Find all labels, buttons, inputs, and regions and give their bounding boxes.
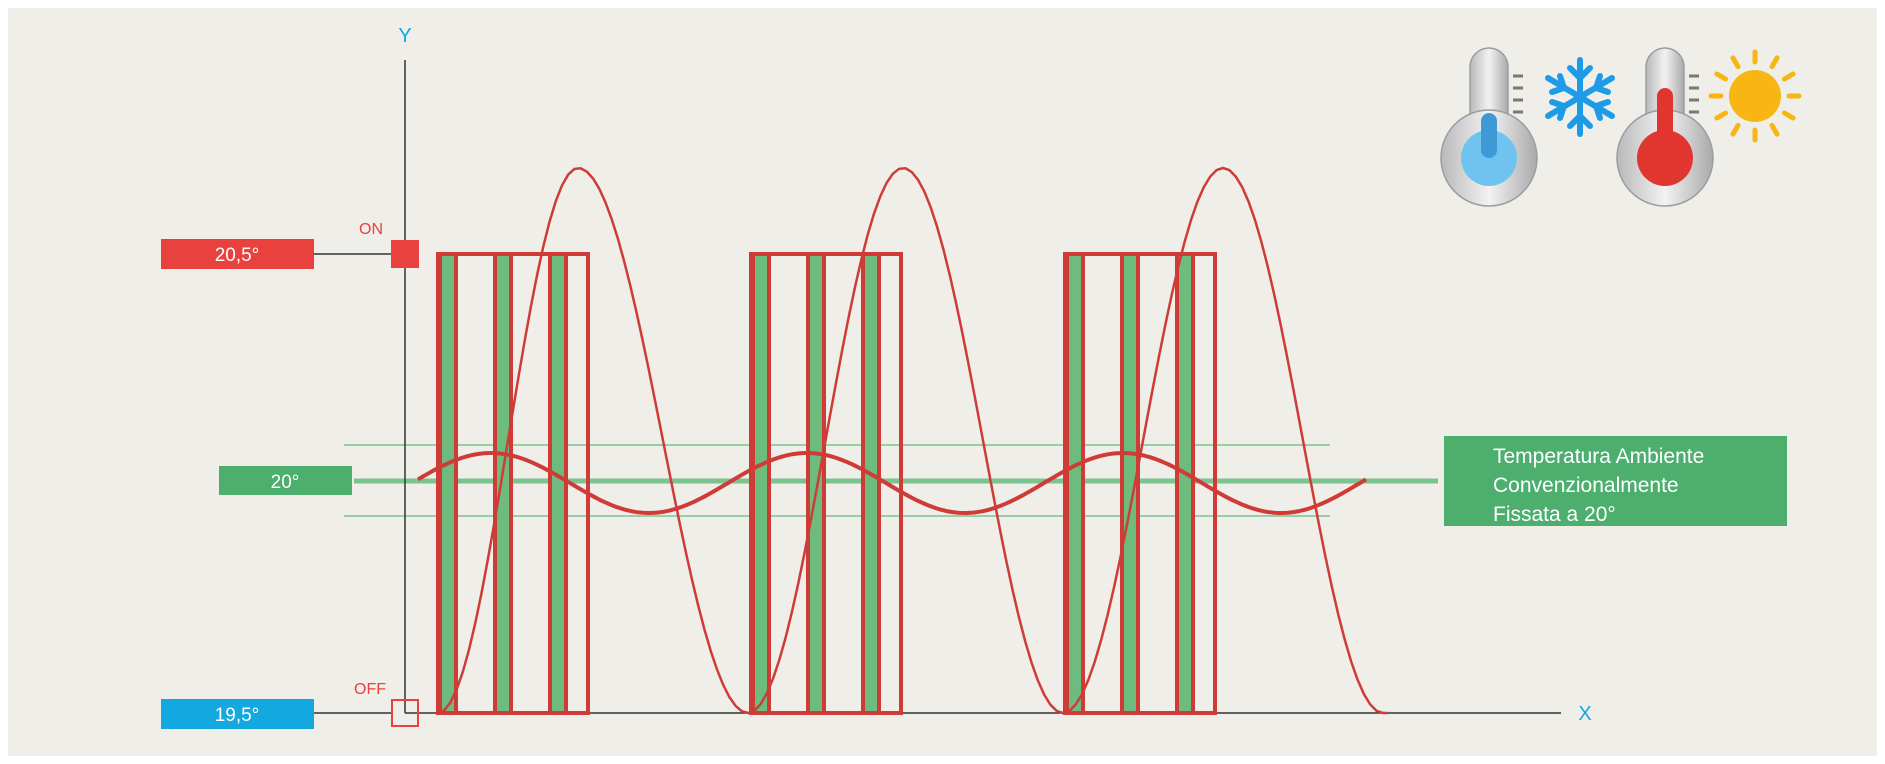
on-value-label: 20,5° xyxy=(215,245,260,266)
pulse-bar xyxy=(1065,252,1085,715)
on-marker xyxy=(391,240,419,268)
sun-ray xyxy=(1781,110,1796,121)
off-value-box xyxy=(161,699,314,729)
pulse-group-3 xyxy=(1063,252,1217,715)
off-state-label: OFF xyxy=(354,681,386,698)
pulse-groups xyxy=(436,252,1217,715)
annotation-box xyxy=(1444,436,1787,526)
sun-icon xyxy=(1708,49,1802,143)
sun-ray xyxy=(1714,110,1729,121)
x-axis-label: X xyxy=(1578,703,1591,725)
curves xyxy=(416,166,1388,715)
thermometer-hot-icon xyxy=(1616,47,1802,207)
sun-ray xyxy=(1730,55,1741,70)
thermometer-cold-icon xyxy=(1440,47,1615,207)
pulse-bar xyxy=(493,252,513,715)
on-state-label: ON xyxy=(359,221,383,238)
response-curve-2 xyxy=(747,167,1068,715)
pulse-bar xyxy=(438,252,458,715)
annotation-line-2: Convenzionalmente xyxy=(1493,474,1679,497)
setpoint-value-box xyxy=(219,466,352,495)
diagram-canvas: Y X 20,5° 20° 19,5° ON OFF Temperatura A… xyxy=(8,8,1877,756)
pulse-bar xyxy=(751,252,771,715)
pulse-bar xyxy=(1120,252,1140,715)
on-value-box xyxy=(161,239,314,269)
sun-ray xyxy=(1769,55,1780,70)
off-marker xyxy=(391,699,419,727)
annotation-line-3: Fissata a 20° xyxy=(1493,503,1616,526)
pulse-group-1 xyxy=(436,252,590,715)
pulse-bar xyxy=(806,252,826,715)
diagram-svg: Y X 20,5° 20° 19,5° ON OFF Temperatura A… xyxy=(161,25,1802,729)
response-curve-1 xyxy=(437,167,753,715)
pulse-bar xyxy=(548,252,568,715)
snowflake-icon xyxy=(1545,57,1615,137)
room-temperature-curve xyxy=(416,450,1368,516)
sun-ray xyxy=(1730,122,1741,137)
sun-ray xyxy=(1781,71,1796,82)
sun-ray xyxy=(1769,122,1780,137)
setpoint-value-label: 20° xyxy=(271,472,300,493)
y-axis-label: Y xyxy=(398,25,411,47)
sun-ray xyxy=(1714,71,1729,82)
annotation-line-1: Temperatura Ambiente xyxy=(1493,445,1704,468)
response-curve-3 xyxy=(1062,166,1388,715)
off-value-label: 19,5° xyxy=(215,705,260,726)
pulse-bar xyxy=(861,252,881,715)
pulse-bar xyxy=(1175,252,1195,715)
pulse-group-2 xyxy=(749,252,903,715)
